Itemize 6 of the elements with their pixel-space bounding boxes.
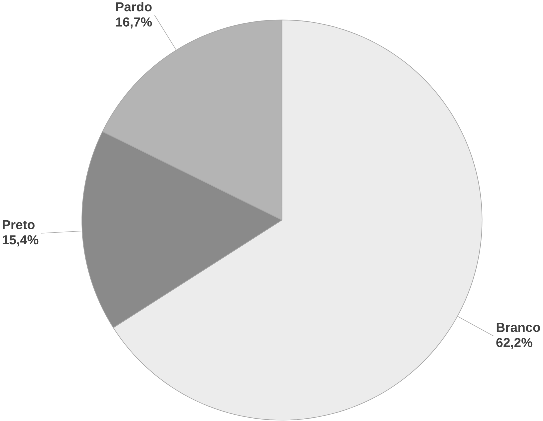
data-label: 16,7% xyxy=(116,18,152,29)
slice-label: Preto xyxy=(3,220,35,230)
data-label: 62,2% xyxy=(496,338,533,350)
slice-label: Branco xyxy=(496,323,540,332)
data-label: 15,4% xyxy=(2,236,39,247)
slice-label: Pardo xyxy=(116,2,152,12)
